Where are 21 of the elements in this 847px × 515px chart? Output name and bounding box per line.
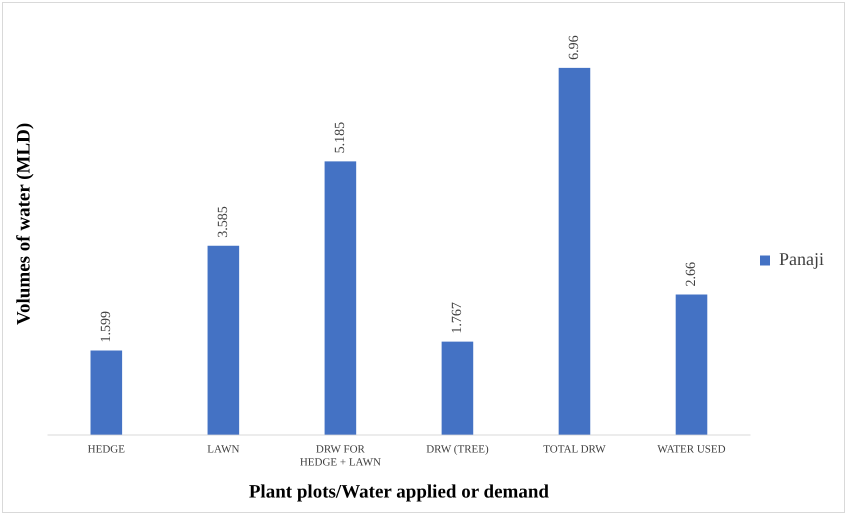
x-tick-label: WATER USED — [657, 443, 726, 456]
x-axis-title: Plant plots/Water applied or demand — [248, 482, 550, 503]
bar — [324, 161, 356, 435]
x-tick-label: HEDGE — [88, 443, 126, 456]
data-label: 5.185 — [333, 122, 348, 154]
y-axis-title: Volumes of water (MLD) — [13, 122, 34, 325]
data-label: 2.66 — [684, 262, 700, 287]
x-tick-label: TOTAL DRW — [543, 443, 606, 456]
legend-label: Panaji — [779, 249, 824, 270]
bar — [90, 350, 122, 435]
bar — [558, 68, 590, 435]
data-label: 6.96 — [567, 35, 582, 60]
data-label: 3.585 — [216, 206, 232, 238]
x-tick-label: LAWN — [207, 443, 240, 456]
bar — [442, 342, 474, 435]
bar — [208, 246, 240, 435]
x-tick-label: DRW FOR HEDGE + LAWN — [300, 443, 381, 468]
data-label: 1.599 — [98, 310, 114, 342]
data-label: 1.767 — [450, 302, 466, 334]
bar — [676, 294, 708, 435]
x-tick-label: DRW (TREE) — [426, 443, 489, 456]
